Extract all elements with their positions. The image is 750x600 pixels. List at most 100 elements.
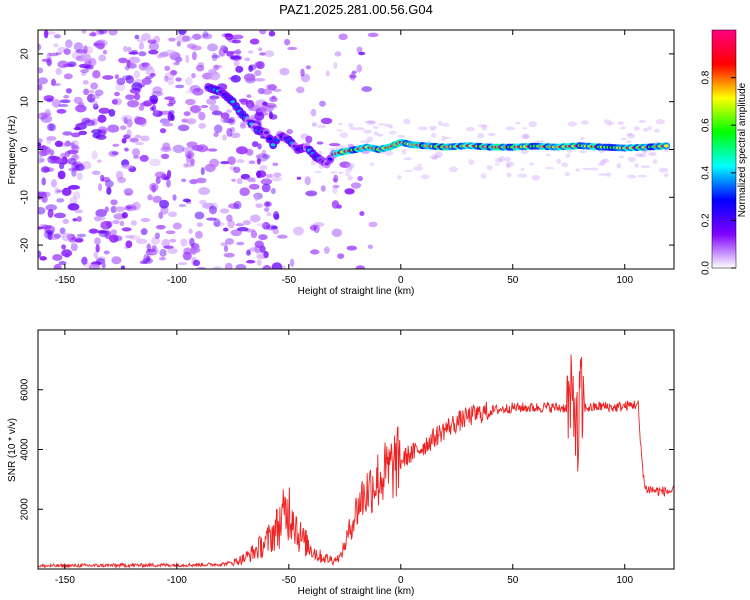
noise-cell <box>206 217 217 221</box>
spectrogram-ytick-label: -10 <box>20 190 31 205</box>
noise-cell <box>227 156 236 165</box>
noise-cell <box>185 54 190 64</box>
noise-cell <box>638 153 647 158</box>
noise-cell <box>336 204 342 209</box>
noise-cell <box>256 223 267 227</box>
noise-cell <box>346 164 353 167</box>
noise-cell <box>172 222 182 230</box>
noise-cell <box>517 173 528 178</box>
noise-cell <box>356 64 363 73</box>
noise-cell <box>603 119 612 125</box>
noise-cell <box>136 38 146 43</box>
noise-cell <box>258 107 267 113</box>
noise-cell <box>223 245 229 253</box>
noise-cell <box>259 52 266 56</box>
noise-cell <box>260 178 273 185</box>
noise-cell <box>428 125 438 130</box>
noise-cell <box>158 211 164 219</box>
noise-cell <box>208 71 221 81</box>
spectrogram-xtick-label: -100 <box>167 275 187 286</box>
noise-cell <box>110 229 118 236</box>
noise-cell <box>338 122 343 126</box>
noise-cell <box>154 108 159 115</box>
noise-cell <box>229 55 241 60</box>
noise-cell <box>92 100 98 108</box>
noise-cell <box>175 77 182 82</box>
noise-cell <box>625 140 632 144</box>
noise-cell <box>417 126 428 131</box>
snr-xlabel: Height of straight line (km) <box>298 586 415 597</box>
noise-cell <box>220 112 230 120</box>
noise-cell <box>334 51 342 57</box>
noise-cell <box>114 206 126 213</box>
noise-cell <box>271 176 283 182</box>
noise-cell <box>64 150 71 157</box>
noise-cell <box>159 118 171 124</box>
noise-cell <box>189 179 198 185</box>
colorbar-tick-label: 0.8 <box>701 70 712 84</box>
noise-cell <box>159 110 171 115</box>
noise-cell <box>94 237 101 245</box>
noise-cell <box>356 46 363 53</box>
noise-cell <box>529 162 534 166</box>
noise-cell <box>256 253 267 260</box>
noise-cell <box>112 143 120 147</box>
noise-cell <box>50 179 57 188</box>
noise-cell <box>304 176 311 186</box>
noise-cell <box>270 225 278 230</box>
noise-cell <box>228 116 236 125</box>
noise-cell <box>520 167 525 171</box>
noise-cell <box>448 166 458 173</box>
noise-cell <box>579 150 587 154</box>
noise-cell <box>233 200 242 210</box>
noise-cell <box>242 220 251 226</box>
noise-cell <box>272 104 278 109</box>
noise-cell <box>151 236 160 245</box>
noise-cell <box>311 122 318 127</box>
noise-cell <box>248 160 256 165</box>
noise-cell <box>94 89 104 96</box>
noise-cell <box>249 38 260 45</box>
noise-cell <box>619 126 626 130</box>
noise-cell <box>101 128 107 135</box>
noise-cell <box>131 148 141 157</box>
noise-cell <box>224 262 233 269</box>
noise-cell <box>38 138 43 144</box>
noise-cell <box>55 51 63 56</box>
noise-cell <box>236 146 248 155</box>
noise-cell <box>183 111 191 117</box>
noise-cell <box>316 141 324 145</box>
noise-cell <box>40 191 47 197</box>
noise-cell <box>359 211 365 216</box>
spectrogram-ylabel: Frequency (Hz) <box>7 116 18 185</box>
noise-cell <box>57 170 66 180</box>
noise-cell <box>38 149 50 156</box>
noise-cell <box>544 167 555 170</box>
noise-cell <box>148 41 160 51</box>
noise-cell <box>265 173 274 179</box>
noise-cell <box>51 99 61 108</box>
noise-cell <box>67 203 80 211</box>
noise-cell <box>54 140 64 148</box>
noise-cell <box>63 73 73 80</box>
noise-cell <box>62 131 73 136</box>
noise-cell <box>111 151 119 156</box>
noise-cell <box>505 163 511 169</box>
noise-cell <box>92 103 99 110</box>
noise-cell <box>281 265 287 269</box>
noise-cell <box>89 228 98 234</box>
noise-cell <box>125 240 133 249</box>
noise-cell <box>126 129 132 139</box>
noise-cell <box>361 86 372 93</box>
noise-cell <box>71 144 80 152</box>
noise-cell <box>263 251 269 259</box>
noise-cell <box>68 185 80 190</box>
noise-cell <box>618 155 625 159</box>
noise-cell <box>54 212 66 219</box>
spectrogram-xtick-label: -50 <box>282 275 297 286</box>
noise-cell <box>261 183 271 193</box>
noise-cell <box>225 109 233 113</box>
spectrogram-xtick-label: 0 <box>398 275 404 286</box>
noise-cell <box>441 122 450 127</box>
noise-cell <box>253 77 266 82</box>
